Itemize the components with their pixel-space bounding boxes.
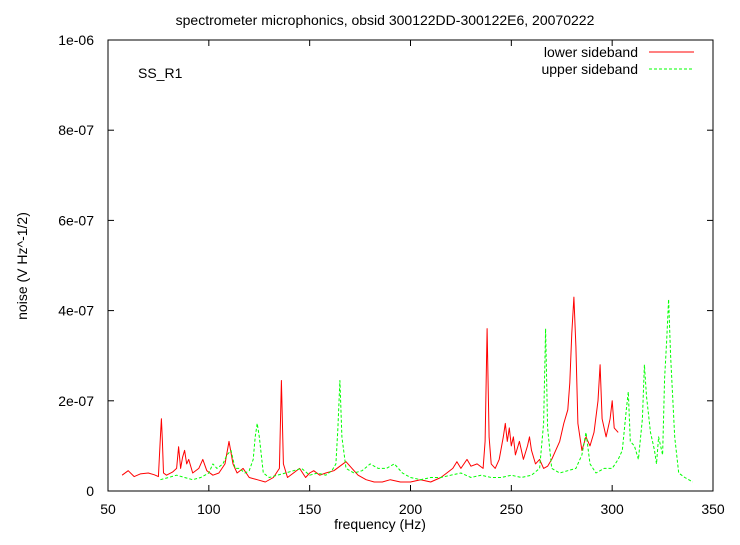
x-tick-label: 100 (197, 501, 221, 517)
y-tick-label: 1e-06 (58, 32, 94, 48)
x-axis: 50 100 150 200 250 300 350 (100, 40, 725, 517)
x-tick-label: 150 (298, 501, 322, 517)
legend-label-1: lower sideband (544, 44, 638, 60)
y-axis-label: noise (V Hz^-1/2) (14, 212, 30, 320)
plot-frame (107, 39, 714, 492)
y-tick-label: 0 (86, 483, 94, 499)
series-line-1 (121, 296, 619, 483)
x-tick-label: 350 (701, 501, 725, 517)
x-tick-label: 50 (100, 501, 116, 517)
series-layer (121, 296, 694, 483)
y-tick-label: 4e-07 (58, 303, 94, 319)
annotation-label: SS_R1 (138, 65, 183, 81)
x-tick-label: 250 (500, 501, 524, 517)
chart-title: spectrometer microphonics, obsid 300122D… (176, 12, 595, 28)
x-axis-label: frequency (Hz) (334, 516, 426, 532)
y-tick-label: 2e-07 (58, 393, 94, 409)
y-tick-label: 6e-07 (58, 212, 94, 228)
y-axis: 0 2e-07 4e-07 6e-07 8e-07 1e-06 (58, 32, 713, 499)
series-line-2 (160, 298, 694, 483)
x-tick-label: 300 (600, 501, 624, 517)
y-tick-label: 8e-07 (58, 122, 94, 138)
legend-label-2: upper sideband (541, 61, 638, 77)
x-tick-label: 200 (399, 501, 423, 517)
